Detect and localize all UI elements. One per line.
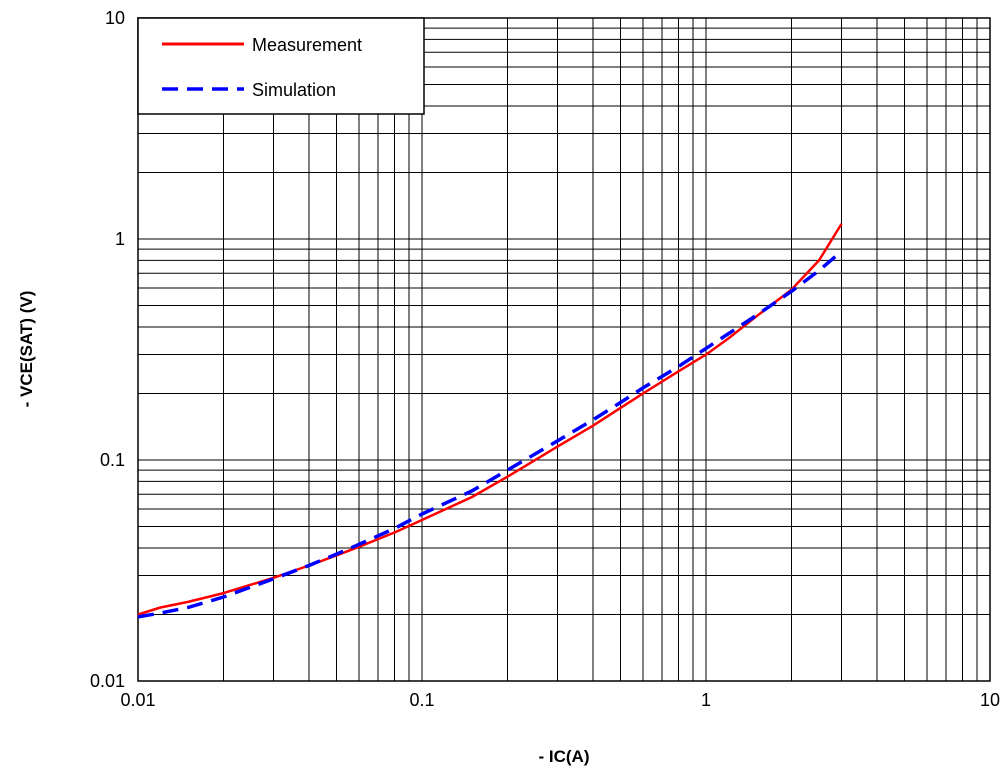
x-tick-label: 1 [701,690,711,710]
y-tick-label: 0.01 [90,671,125,691]
x-tick-label: 10 [980,690,1000,710]
x-tick-label: 0.01 [120,690,155,710]
series-line-simulation [137,249,843,619]
y-tick-label: 1 [115,229,125,249]
legend-label-simulation: Simulation [252,80,336,100]
series-layer [137,223,843,619]
x-axis-title: - IC(A) [539,747,590,766]
y-tick-label: 10 [105,8,125,28]
legend-box [137,17,425,115]
grid [138,18,990,681]
legend-label-measurement: Measurement [252,35,362,55]
series-line-measurement [137,223,843,616]
x-tick-label: 0.1 [409,690,434,710]
legend: Measurement Simulation [137,17,425,115]
plot-frame [137,17,991,682]
tick-labels: 0.01 0.1 1 10 0.01 0.1 1 10 [90,8,1000,710]
y-tick-label: 0.1 [100,450,125,470]
y-axis-title: - VCE(SAT) (V) [17,291,36,408]
